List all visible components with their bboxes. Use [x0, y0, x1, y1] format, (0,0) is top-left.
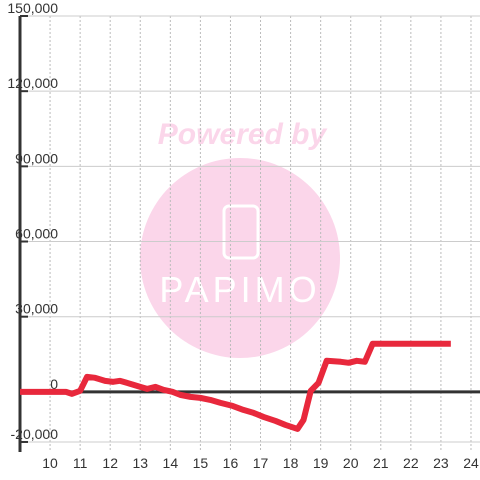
watermark-logo: PAPIMO: [159, 269, 320, 310]
line: [20, 340, 451, 432]
x-tick-label: 24: [463, 455, 479, 471]
x-tick-label: 23: [433, 455, 449, 471]
x-tick-label: 18: [283, 455, 299, 471]
plot: 10 11 12 13 14 15 16 17 18 19 20 21 22 23 24 -20,000 0 30…: [7, 0, 480, 471]
x-tick-label: 16: [223, 455, 239, 471]
y-tick-label: 60,000: [15, 226, 58, 242]
phone-icon: [222, 204, 260, 260]
y-tick-label: -20,000: [11, 426, 59, 442]
y-tick-label: 120,000: [7, 75, 58, 91]
x-tick-label: 11: [73, 455, 88, 471]
x-tick-label: 10: [42, 455, 58, 471]
y-tick-label: 0: [50, 376, 58, 392]
x-tick-label: 14: [163, 455, 179, 471]
x-tick-label: 22: [403, 455, 419, 471]
y-tick-label: 30,000: [15, 301, 58, 317]
x-tick-label: 13: [132, 455, 148, 471]
x-tick-label: 20: [343, 455, 359, 471]
x-tick-label: 21: [373, 455, 389, 471]
y-tick-label: 150,000: [7, 0, 58, 16]
x-tick-label: 19: [313, 455, 329, 471]
x-tick-label: 15: [193, 455, 209, 471]
x-tick-label: 12: [102, 455, 118, 471]
watermark-powered: Powered by: [158, 118, 328, 151]
x-tick-label: 17: [253, 455, 269, 471]
watermark: Powered by PAPIMO: [140, 118, 340, 358]
y-tick-label: 90,000: [15, 150, 58, 166]
